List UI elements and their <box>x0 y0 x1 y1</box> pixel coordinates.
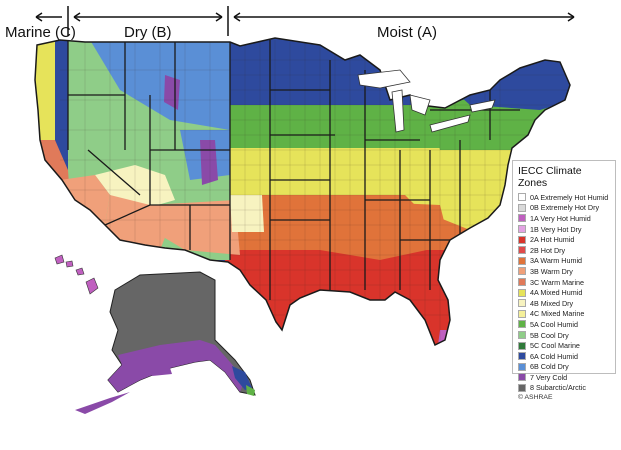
legend-label: 1A Very Hot Humid <box>530 213 591 223</box>
legend-credit: © ASHRAE <box>518 394 553 402</box>
legend-label: 6B Cold Dry <box>530 362 569 372</box>
legend-item: 6A Cold Humid <box>518 351 610 362</box>
legend-swatch <box>518 225 526 234</box>
legend-item: 3A Warm Humid <box>518 256 610 267</box>
legend-label: 4A Mixed Humid <box>530 288 583 298</box>
legend-swatch <box>518 256 526 265</box>
legend-swatch <box>518 383 526 392</box>
legend-item: 8 Subarctic/Arctic <box>518 383 610 394</box>
legend-label: 0B Extremely Hot Dry <box>530 203 600 213</box>
legend-label: 6A Cold Humid <box>530 351 578 361</box>
legend-label: 4B Mixed Dry <box>530 298 574 308</box>
legend-item: 4A Mixed Humid <box>518 287 610 298</box>
legend-label: 8 Subarctic/Arctic <box>530 383 586 393</box>
legend-label: 0A Extremely Hot Humid <box>530 192 609 202</box>
legend-item: 7 Very Cold <box>518 372 610 383</box>
legend-label: 3B Warm Dry <box>530 266 573 276</box>
legend-item: 3B Warm Dry <box>518 266 610 277</box>
great-lakes <box>357 69 496 133</box>
legend-item: 6B Cold Dry <box>518 362 610 373</box>
legend-swatch <box>518 309 526 318</box>
legend-swatch <box>518 214 526 223</box>
legend-swatch <box>518 320 526 329</box>
legend-swatch <box>518 278 526 287</box>
legend-title: IECC Climate Zones <box>518 165 582 189</box>
legend-label: 5C Cool Marine <box>530 341 580 351</box>
legend-swatch <box>518 288 526 297</box>
legend-label: 3C Warm Marine <box>530 277 585 287</box>
legend-item: 2B Hot Dry <box>518 245 610 256</box>
legend-label: 2B Hot Dry <box>530 245 566 255</box>
legend-swatch <box>518 331 526 340</box>
legend-item: 1B Very Hot Dry <box>518 224 610 235</box>
legend-swatch <box>518 352 526 361</box>
legend-label: 2A Hot Humid <box>530 235 575 245</box>
legend-item: 3C Warm Marine <box>518 277 610 288</box>
hawaii <box>54 254 99 295</box>
legend-label: 4C Mixed Marine <box>530 309 585 319</box>
header-arrows <box>35 6 575 36</box>
legend-label: 7 Very Cold <box>530 372 568 382</box>
legend-label: 3A Warm Humid <box>530 256 583 266</box>
legend-item: 5B Cool Dry <box>518 330 610 341</box>
moist-region-label: Moist (A) <box>377 24 437 41</box>
legend-swatch <box>518 193 526 202</box>
state-boundaries <box>67 40 520 300</box>
legend-label: 5B Cool Dry <box>530 330 569 340</box>
legend-swatch <box>518 341 526 350</box>
legend: IECC Climate Zones 0A Extremely Hot Humi… <box>512 160 616 401</box>
legend-rows: 0A Extremely Hot Humid 0B Extremely Hot D… <box>518 192 610 393</box>
legend-item: 2A Hot Humid <box>518 234 610 245</box>
legend-swatch <box>518 362 526 371</box>
legend-swatch <box>518 267 526 276</box>
alaska <box>75 271 256 414</box>
legend-label: 5A Cool Humid <box>530 319 578 329</box>
legend-swatch <box>518 203 526 212</box>
legend-item: 1A Very Hot Humid <box>518 213 610 224</box>
legend-item: 0A Extremely Hot Humid <box>518 192 610 203</box>
legend-swatch <box>518 246 526 255</box>
legend-item: 5A Cool Humid <box>518 319 610 330</box>
legend-item: 4B Mixed Dry <box>518 298 610 309</box>
legend-item: 4C Mixed Marine <box>518 309 610 320</box>
legend-swatch <box>518 373 526 382</box>
legend-swatch <box>518 299 526 308</box>
legend-swatch <box>518 235 526 244</box>
marine-region-label: Marine (C) <box>5 24 76 41</box>
legend-item: 0B Extremely Hot Dry <box>518 203 610 214</box>
legend-label: 1B Very Hot Dry <box>530 224 582 234</box>
dry-region-label: Dry (B) <box>124 24 172 41</box>
legend-item: 5C Cool Marine <box>518 340 610 351</box>
